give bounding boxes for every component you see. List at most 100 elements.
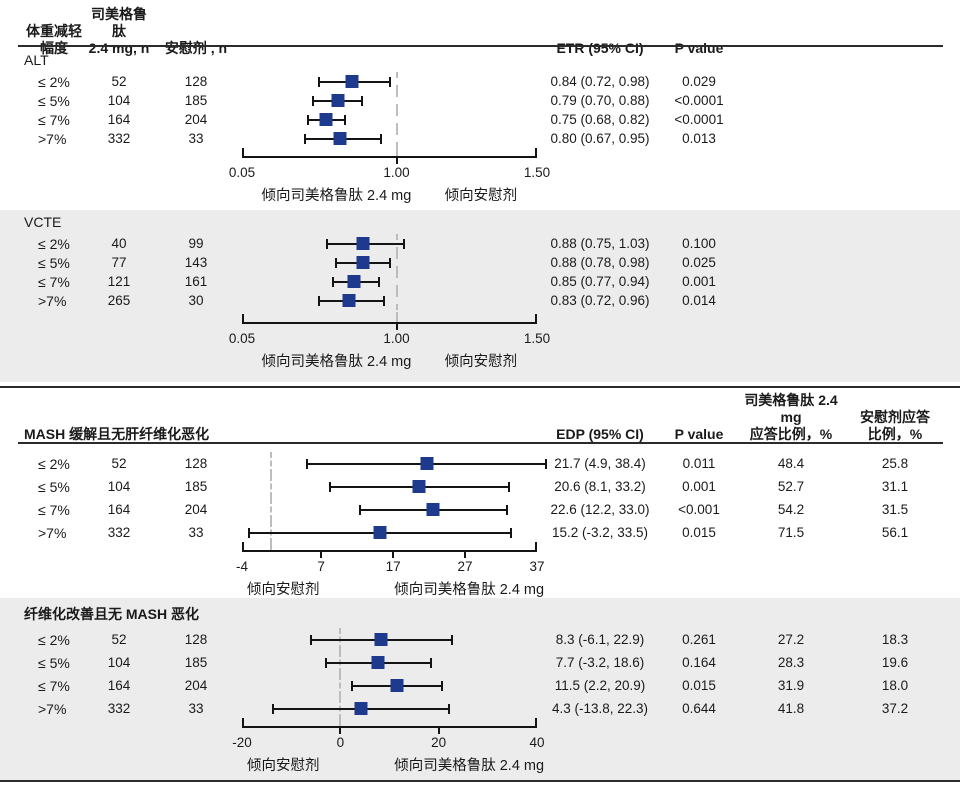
axis-tick-label: 1.50 <box>523 165 551 180</box>
panel-title: 纤维化改善且无 MASH 恶化 <box>24 606 199 622</box>
ci-cap-right <box>402 238 405 249</box>
point-estimate-marker <box>319 113 333 126</box>
panel-title: VCTE <box>24 214 62 230</box>
ci-cap-right <box>506 504 509 515</box>
ci-cap-left <box>326 238 329 249</box>
point-estimate-marker <box>331 94 345 107</box>
sema-n-value: 52 <box>111 632 127 647</box>
axis-direction-label-left: 倾向司美格鲁肽 2.4 mg <box>261 354 412 370</box>
ci-cap-right <box>545 458 548 469</box>
axis-tick <box>464 552 467 558</box>
forest-row: ≤ 5% 77 143 0.88 (0.78, 0.98) 0.025 <box>20 253 960 272</box>
axis-line: 倾向司美格鲁肽 2.4 mg 倾向安慰剂 0.05 1.00 1.50 <box>229 312 550 370</box>
axis-tick <box>395 324 398 330</box>
placebo-n-value: 128 <box>184 632 208 647</box>
column-header-pvalue: P value <box>663 6 735 57</box>
axis-direction-label-right: 倾向司美格鲁肽 2.4 mg <box>394 582 545 598</box>
placebo-n-value: 33 <box>188 701 204 716</box>
placebo-n-value: 204 <box>184 678 208 693</box>
point-estimate-marker <box>354 702 368 715</box>
placebo-response-value: 18.3 <box>881 632 909 647</box>
ci-cap-right <box>380 133 383 144</box>
forest-row: ≤ 7% 121 161 0.85 (0.77, 0.94) 0.001 <box>20 272 960 291</box>
column-header-line: 比例，% <box>867 426 923 442</box>
ci-cap-right <box>509 527 512 538</box>
axis-tick-label: -4 <box>235 559 249 574</box>
forest-row: ≤ 2% 52 128 0.84 (0.72, 0.98) 0.029 <box>20 72 960 91</box>
placebo-n-value: 204 <box>184 502 208 517</box>
ci-cap-left <box>306 458 309 469</box>
column-header-line: 体重减轻 <box>26 23 82 39</box>
ci-cap-left <box>272 703 275 714</box>
ci-cap-left <box>303 133 306 144</box>
forest-row: ≤ 5% 104 185 0.79 (0.70, 0.88) <0.0001 <box>20 91 960 110</box>
point-estimate-marker <box>420 457 434 470</box>
axis-tick-label: 1.50 <box>523 331 551 346</box>
forest-plot-cell <box>242 498 537 521</box>
reference-line <box>395 272 398 291</box>
axis-direction-label-left: 倾向司美格鲁肽 2.4 mg <box>261 188 412 204</box>
sema-n-value: 332 <box>107 701 131 716</box>
p-value: <0.0001 <box>674 93 724 108</box>
axis-direction-label-left: 倾向安慰剂 <box>247 758 320 774</box>
sema-n-value: 332 <box>107 525 131 540</box>
subgroup-label: ≤ 2% <box>38 73 70 90</box>
panel-rows: ≤ 2% 52 128 0.84 (0.72, 0.98) 0.029 ≤ 5% 104 18… <box>20 72 960 148</box>
reference-line <box>269 498 272 521</box>
placebo-response-value: 25.8 <box>881 456 909 471</box>
forest-row: ≤ 2% 52 128 8.3 (-6.1, 22.9) 0.261 27.2 18.3 <box>20 628 960 651</box>
p-value: 0.029 <box>682 74 716 89</box>
axis-line: 倾向司美格鲁肽 2.4 mg 倾向安慰剂 0.05 1.00 1.50 <box>229 146 550 204</box>
top-table-header: 体重减轻 幅度 司美格鲁肽 2.4 mg, n 安慰剂 , n ETR (95%… <box>20 6 960 56</box>
reference-line <box>395 291 398 310</box>
point-estimate-marker <box>371 656 385 669</box>
effect-estimate-value: 0.84 (0.72, 0.98) <box>550 74 650 89</box>
effect-estimate-value: 4.3 (-13.8, 22.3) <box>551 701 649 716</box>
column-header-line: P value <box>674 40 724 56</box>
ci-cap-right <box>450 634 453 645</box>
forest-plot-cell <box>242 521 537 544</box>
placebo-response-value: 56.1 <box>881 525 909 540</box>
reference-line <box>395 72 398 91</box>
p-value: 0.013 <box>682 131 716 146</box>
axis-tick-label: 27 <box>457 559 473 574</box>
sema-response-value: 52.7 <box>777 479 805 494</box>
sema-response-value: 54.2 <box>777 502 805 517</box>
ci-cap-left <box>358 504 361 515</box>
panel-mash: ≤ 2% 52 128 21.7 (4.9, 38.4) 0.011 48.4 25.8 ≤ … <box>0 446 960 598</box>
subgroup-label: ≤ 2% <box>38 235 70 252</box>
sema-n-value: 104 <box>107 479 131 494</box>
placebo-response-value: 31.1 <box>881 479 909 494</box>
effect-estimate-value: 15.2 (-3.2, 33.5) <box>551 525 649 540</box>
point-estimate-marker <box>356 237 370 250</box>
axis-tick <box>320 552 323 558</box>
figure-bottom-line <box>0 780 960 782</box>
ci-cap-left <box>247 527 250 538</box>
ci-cap-right <box>441 680 444 691</box>
forest-row: ≤ 7% 164 204 11.5 (2.2, 20.9) 0.015 31.9 18.0 <box>20 674 960 697</box>
column-header-line: P value <box>674 426 724 442</box>
point-estimate-marker <box>412 480 426 493</box>
placebo-n-value: 30 <box>188 293 204 308</box>
ci-cap-left <box>334 257 337 268</box>
effect-estimate-value: 0.75 (0.68, 0.82) <box>550 112 650 127</box>
ci-cap-left <box>329 481 332 492</box>
forest-row: ≤ 7% 164 204 0.75 (0.68, 0.82) <0.0001 <box>20 110 960 129</box>
placebo-n-value: 33 <box>188 525 204 540</box>
p-value: 0.025 <box>682 255 716 270</box>
ci-cap-right <box>507 481 510 492</box>
panel-rows: ≤ 2% 52 128 8.3 (-6.1, 22.9) 0.261 27.2 18.3 ≤ … <box>20 628 960 720</box>
ci-cap-left <box>310 634 313 645</box>
axis-tick-label: -20 <box>232 735 252 750</box>
subgroup-label: ≤ 5% <box>38 254 70 271</box>
effect-estimate-value: 11.5 (2.2, 20.9) <box>554 678 646 693</box>
axis-tick <box>392 552 395 558</box>
p-value: 0.015 <box>682 525 716 540</box>
header-underline <box>18 442 943 444</box>
reference-line <box>269 540 272 550</box>
effect-estimate-value: 22.6 (12.2, 33.0) <box>550 502 650 517</box>
reference-line <box>395 110 398 129</box>
ci-cap-right <box>447 703 450 714</box>
effect-estimate-value: 0.79 (0.70, 0.88) <box>550 93 650 108</box>
sema-response-value: 48.4 <box>777 456 805 471</box>
